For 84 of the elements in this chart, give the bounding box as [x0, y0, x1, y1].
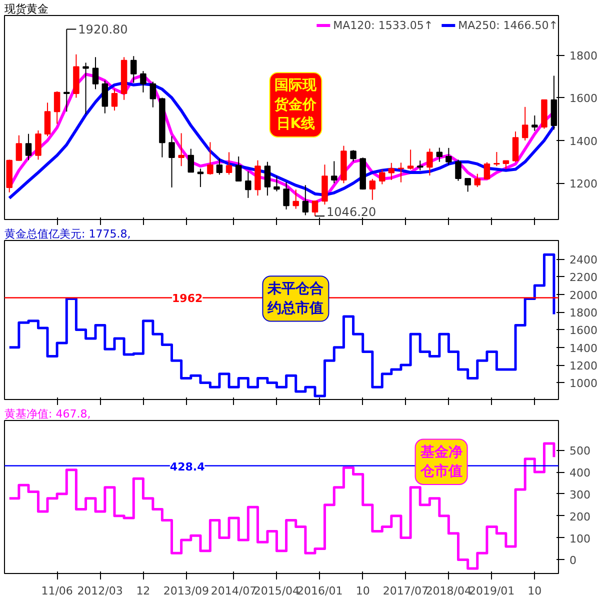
candlestick — [207, 142, 214, 176]
y-tick-label: 100 — [570, 532, 590, 546]
y-tick-label: 1600 — [570, 92, 598, 106]
candlestick — [197, 168, 204, 188]
y-tick-label: 1400 — [570, 134, 598, 148]
candlestick — [464, 178, 471, 192]
ref-line-label: 1962 — [172, 292, 203, 306]
y-tick-label: 300 — [570, 488, 590, 502]
candlestick — [522, 106, 528, 141]
x-tick-label: 2012/03 — [77, 584, 123, 598]
candlestick — [455, 159, 462, 182]
annotation: 未平仓合约总市值 — [266, 281, 324, 316]
x-tick-label: 11/06 — [41, 584, 73, 598]
y-tick-label: 1600 — [570, 324, 598, 338]
y-tick-label: 1400 — [570, 342, 598, 355]
y-tick-label: 2000 — [570, 288, 598, 302]
legend-label: MA250: 1466.50↑ — [458, 18, 558, 32]
candlestick — [44, 102, 51, 137]
candlestick — [494, 152, 500, 167]
y-tick-label: 2400 — [570, 254, 598, 267]
candlestick — [216, 158, 223, 176]
candlestick — [25, 133, 32, 161]
candlestick — [226, 152, 232, 176]
candlestick — [512, 130, 519, 162]
x-tick-label: 2013/09 — [163, 584, 210, 598]
candlestick — [426, 148, 433, 176]
chart-title: 黄基净值: 467.8, — [4, 408, 91, 420]
y-tick-label: 1200 — [570, 360, 598, 373]
candlestick — [102, 80, 108, 114]
candlestick — [254, 160, 261, 196]
candlestick — [150, 81, 156, 108]
candlestick — [350, 150, 356, 162]
annotation: 基金净仓市值 — [419, 444, 462, 480]
annotation: 国际现货金价日K线 — [274, 78, 318, 132]
candlestick — [312, 200, 318, 217]
candlestick — [168, 136, 175, 188]
y-tick-label: 200 — [570, 510, 590, 524]
candlestick — [331, 160, 338, 184]
candlestick — [245, 170, 252, 198]
candlestick — [474, 173, 481, 188]
y-tick-label: 400 — [570, 466, 590, 480]
y-tick-label: 1800 — [570, 306, 598, 320]
x-tick-label: 10 — [528, 584, 542, 598]
candlestick — [16, 134, 22, 162]
y-tick-label: 1800 — [570, 50, 598, 63]
candlestick — [264, 161, 271, 196]
candlestick — [35, 130, 42, 160]
y-tick-label: 2200 — [570, 271, 598, 284]
y-tick-label: 1200 — [570, 178, 598, 191]
y-tick-label: 0 — [570, 554, 576, 568]
x-tick-label: 10 — [356, 584, 370, 598]
annotation: 1046.20 — [326, 205, 376, 220]
candlestick — [388, 162, 395, 180]
annotation: 1920.80 — [78, 22, 128, 37]
candlestick — [369, 178, 376, 200]
candlestick — [407, 149, 414, 170]
y-tick-label: 500 — [570, 444, 590, 458]
candlestick — [436, 147, 443, 162]
candlestick — [532, 114, 538, 132]
candlestick — [54, 90, 60, 124]
chart-title: 现货黄金 — [4, 2, 48, 16]
y-tick-label: 1000 — [570, 377, 598, 390]
candlestick — [484, 162, 490, 180]
candlestick — [302, 184, 309, 216]
x-tick-label: 2016/01 — [297, 584, 343, 598]
candlestick — [416, 160, 424, 171]
candlestick — [188, 148, 194, 174]
candlestick — [379, 169, 386, 185]
legend-label: MA120: 1533.05↑ — [333, 18, 434, 32]
candlestick — [82, 62, 89, 115]
candlestick — [398, 162, 404, 183]
x-tick-label: 12 — [136, 584, 150, 598]
candlestick — [130, 56, 137, 84]
candlestick — [283, 182, 290, 210]
chart-title: 黄金总值亿美元: 1775.8, — [4, 228, 131, 240]
candlestick — [446, 147, 452, 166]
candlestick — [140, 70, 146, 93]
candlestick — [111, 88, 118, 112]
candlestick — [235, 156, 242, 182]
candlestick — [178, 132, 184, 167]
candlestick — [274, 176, 280, 192]
candlestick — [92, 56, 99, 90]
candlestick — [292, 189, 299, 210]
ref-line-label: 428.4 — [170, 460, 206, 474]
